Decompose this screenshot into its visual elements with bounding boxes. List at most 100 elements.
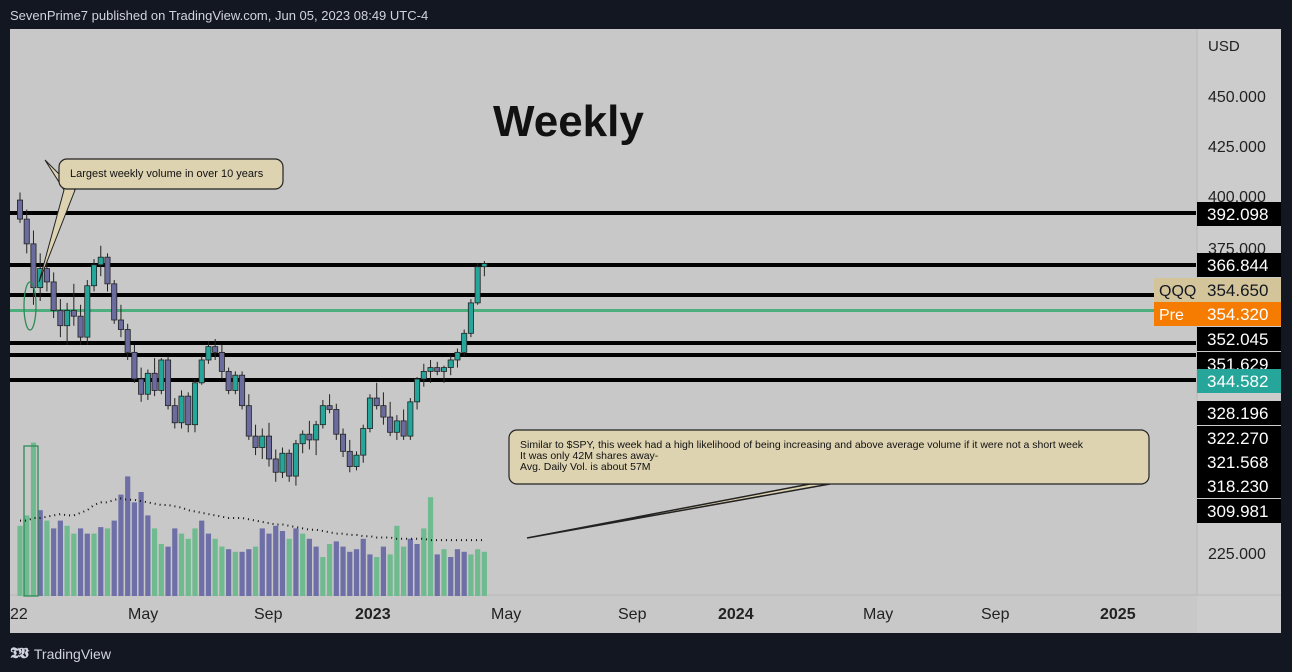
volume-bar [293, 528, 299, 596]
candle-body [266, 435, 273, 460]
price-label-tag-bg [1154, 302, 1197, 326]
candle-body [407, 401, 414, 437]
candle-body [447, 359, 454, 368]
volume-bar [252, 546, 259, 596]
volume-bar [353, 549, 360, 596]
level-line [10, 263, 1196, 267]
candle-body [198, 359, 205, 384]
volume-bar [125, 476, 131, 596]
volume-bar [407, 538, 413, 596]
price-label-text: 318.230 [1207, 477, 1268, 496]
price-chart-svg[interactable]: WeeklyUSD450.000425.000400.000375.000225… [10, 29, 1281, 633]
price-label-tag: QQQ [1159, 283, 1196, 300]
volume-bar [219, 546, 225, 596]
callout2-box [508, 429, 1150, 485]
price-label-text: 344.582 [1207, 372, 1268, 391]
candle-body [111, 283, 118, 321]
price-label-bg [1197, 426, 1281, 450]
x-tick-label: 22 [10, 606, 28, 623]
volume-bar [273, 525, 279, 596]
callout-text: Largest weekly volume in over 10 years [70, 168, 264, 180]
volume-bar [178, 533, 185, 596]
price-label-tag: Pre [1159, 307, 1184, 324]
volume-bar [172, 528, 178, 596]
candle-body [205, 346, 212, 361]
candle-body [212, 346, 219, 353]
price-label-text: 322.270 [1207, 429, 1268, 448]
volume-bar [468, 554, 474, 596]
candle-body [467, 302, 474, 334]
level-line [10, 211, 1196, 215]
volume-bar [158, 544, 164, 596]
callout-box [58, 158, 284, 190]
volume-bar [279, 531, 286, 596]
volume-bar [232, 551, 238, 596]
volume-bar [91, 533, 97, 596]
candle-body [232, 374, 239, 391]
candle-body [252, 435, 259, 448]
candle-body [454, 351, 461, 361]
volume-bar [84, 533, 90, 596]
candle-body [427, 367, 434, 372]
callout2-text-line: Similar to $SPY, this week had a high li… [520, 439, 1084, 451]
volume-bar [347, 551, 353, 596]
volume-ma-line [20, 497, 485, 542]
candle-body [57, 310, 64, 327]
currency-label: USD [1208, 38, 1240, 55]
candle-body [346, 450, 353, 467]
x-tick-label: Sep [254, 606, 283, 623]
volume-bar [111, 520, 117, 596]
candle-body [91, 264, 98, 287]
level-line [10, 378, 1196, 382]
candle-body [178, 395, 185, 424]
volume-bar [374, 557, 380, 596]
volume-bar [394, 525, 400, 596]
price-label-text: 354.320 [1207, 305, 1268, 324]
candle-body [353, 454, 360, 467]
volume-bar [286, 538, 292, 596]
price-label-bg [1197, 401, 1281, 425]
price-label-text: 328.196 [1207, 404, 1268, 423]
y-tick-label: 400.000 [1208, 189, 1266, 206]
candle-body [30, 243, 37, 289]
candle-body [104, 256, 111, 285]
chart-panel[interactable]: Weekly USD 450.000 425.000 400.000 375.000 225… [10, 29, 1281, 633]
candle-body [333, 409, 340, 435]
volume-bar [192, 528, 198, 596]
candle-body [299, 433, 306, 445]
candle-body [97, 256, 104, 266]
y-tick-label: 450.000 [1208, 89, 1266, 106]
x-tick-label: Sep [981, 606, 1010, 623]
volume-bar [145, 515, 151, 596]
candle-body [292, 443, 299, 477]
price-label-bg [1197, 369, 1281, 393]
candle-body [77, 315, 84, 338]
candle-body [286, 452, 293, 477]
candle-body [245, 405, 252, 437]
plot-area [10, 29, 1196, 633]
x-tick-label: 2025 [1100, 606, 1136, 623]
candle-body [259, 435, 266, 448]
level-line [10, 353, 1196, 357]
price-label-text: 352.045 [1207, 330, 1268, 349]
price-label-tag-bg [1154, 278, 1197, 302]
volume-bar [340, 546, 346, 596]
candle-body [84, 285, 91, 338]
candle-body [50, 281, 57, 311]
premarket-line [10, 309, 1196, 312]
candle-body [481, 263, 488, 268]
price-label-bg [1197, 474, 1281, 498]
candle-body [319, 405, 326, 426]
volume-bar [320, 557, 326, 596]
volume-bar [64, 525, 70, 596]
volume-bar [98, 527, 104, 596]
volume-bar [185, 538, 191, 596]
candle-body [17, 199, 23, 220]
price-label-text: 392.098 [1207, 205, 1268, 224]
candle-body [400, 420, 407, 437]
volume-bar [131, 502, 138, 596]
volume-bar [441, 549, 447, 596]
price-label-text: 366.844 [1207, 256, 1268, 275]
volume-bar [454, 549, 461, 596]
candle-body [171, 405, 178, 424]
